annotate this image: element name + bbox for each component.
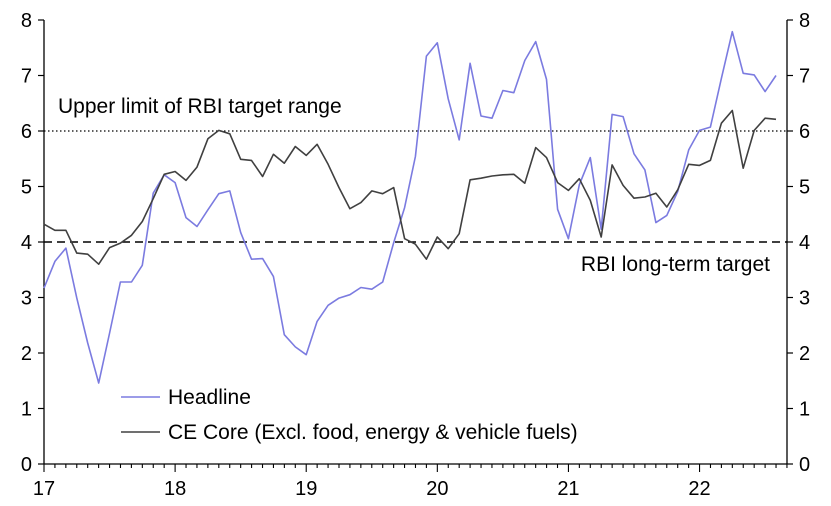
series-line-core	[43, 109, 777, 266]
y-tick-label-left-1: 1	[21, 399, 32, 421]
legend-label-headline: Headline	[168, 386, 251, 409]
y-tick-label-left-0: 0	[21, 454, 32, 476]
y-tick-label-left-7: 7	[21, 66, 32, 88]
y-tick-label-left-4: 4	[21, 232, 32, 254]
y-tick-label-right-3: 3	[799, 288, 810, 310]
legend: Headline CE Core (Excl. food, energy & v…	[121, 386, 578, 444]
x-tick-label-3: 20	[426, 478, 448, 500]
y-tick-label-right-8: 8	[799, 10, 810, 32]
long-term-target-label: RBI long-term target	[581, 253, 770, 276]
x-tick-label-4: 21	[557, 478, 579, 500]
y-tick-label-right-6: 6	[799, 121, 810, 143]
y-tick-label-left-5: 5	[21, 177, 32, 199]
y-tick-label-right-5: 5	[799, 177, 810, 199]
legend-label-core: CE Core (Excl. food, energy & vehicle fu…	[168, 421, 578, 444]
x-tick-label-1: 18	[164, 478, 186, 500]
upper-limit-label: Upper limit of RBI target range	[58, 95, 342, 118]
y-tick-label-left-2: 2	[21, 343, 32, 365]
y-tick-label-left-8: 8	[21, 10, 32, 32]
axis-ticks: 0 01 12 23 34 45 56 67 78 817 18 19 20 21 22	[21, 10, 810, 500]
x-tick-label-5: 22	[688, 478, 710, 500]
y-tick-label-right-1: 1	[799, 399, 810, 421]
y-tick-label-left-3: 3	[21, 288, 32, 310]
x-tick-label-0: 17	[33, 478, 55, 500]
reference-lines	[44, 130, 787, 243]
y-tick-label-left-6: 6	[21, 121, 32, 143]
series-line-headline	[43, 30, 777, 384]
y-tick-label-right-0: 0	[799, 454, 810, 476]
y-tick-label-right-2: 2	[799, 343, 810, 365]
x-tick-label-2: 19	[295, 478, 317, 500]
y-tick-label-right-4: 4	[799, 232, 810, 254]
series-lines	[43, 30, 777, 384]
y-tick-label-right-7: 7	[799, 66, 810, 88]
